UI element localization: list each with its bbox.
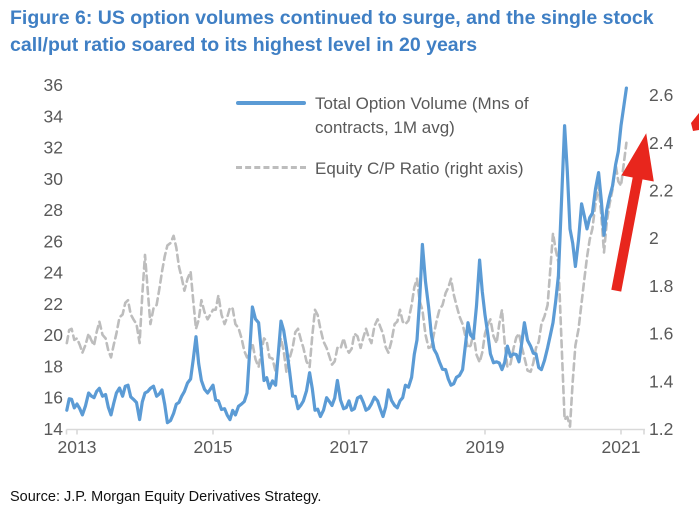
left-axis-tick-label: 34 [44,106,64,126]
surge-arrow-icon [611,133,654,292]
right-axis-tick-label: 1.8 [649,276,673,296]
legend-label-volume: Total Option Volume (Mns of contracts, 1… [315,94,529,137]
left-axis-tick-label: 36 [44,75,63,95]
ratio-line [65,141,628,428]
edge-arrow-fragment-icon [691,113,699,131]
x-axis-tick-label: 2021 [602,437,641,457]
left-axis-tick-label: 26 [44,231,63,251]
left-axis-tick-label: 16 [44,388,63,408]
legend-item-ratio: Equity C/P Ratio (right axis) [236,157,533,181]
left-axis-tick-label: 22 [44,294,63,314]
right-axis-tick-label: 1.2 [649,419,673,439]
legend-label-ratio: Equity C/P Ratio (right axis) [315,159,524,178]
figure-title: Figure 6: US option volumes continued to… [10,7,654,56]
x-axis-tick-label: 2017 [330,437,369,457]
right-axis-tick-label: 2 [649,228,659,248]
volume-line-swatch-icon [236,101,306,105]
x-axis-tick-label: 2013 [58,437,97,457]
right-axis-tick-label: 2.4 [649,133,674,153]
ratio-line-swatch-icon [236,166,306,169]
left-axis-tick-label: 14 [44,419,64,439]
volume-line [65,86,628,425]
left-axis-tick-label: 18 [44,356,63,376]
legend-item-volume: Total Option Volume (Mns of contracts, 1… [236,92,533,140]
right-axis-tick-label: 2.6 [649,85,673,105]
left-axis-tick-label: 30 [44,169,64,189]
x-axis-tick-label: 2015 [194,437,233,457]
right-axis-tick-label: 1.6 [649,324,673,344]
x-axis-tick-label: 2019 [466,437,505,457]
left-axis-tick-label: 28 [44,200,63,220]
chart-canvas: 36 34 32 30 28 26 24 22 20 18 16 14 2.6 2.4 2.2 2 1.8 1.6… [44,75,699,457]
right-axis-tick-label: 1.4 [649,371,674,391]
left-axis-tick-label: 20 [44,325,64,345]
left-axis-tick-label: 24 [44,263,64,283]
source-note: Source: J.P. Morgan Equity Derivatives S… [10,489,322,505]
chart-legend: Total Option Volume (Mns of contracts, 1… [236,92,533,198]
right-axis-tick-label: 2.2 [649,181,673,201]
left-axis-tick-label: 32 [44,138,63,158]
